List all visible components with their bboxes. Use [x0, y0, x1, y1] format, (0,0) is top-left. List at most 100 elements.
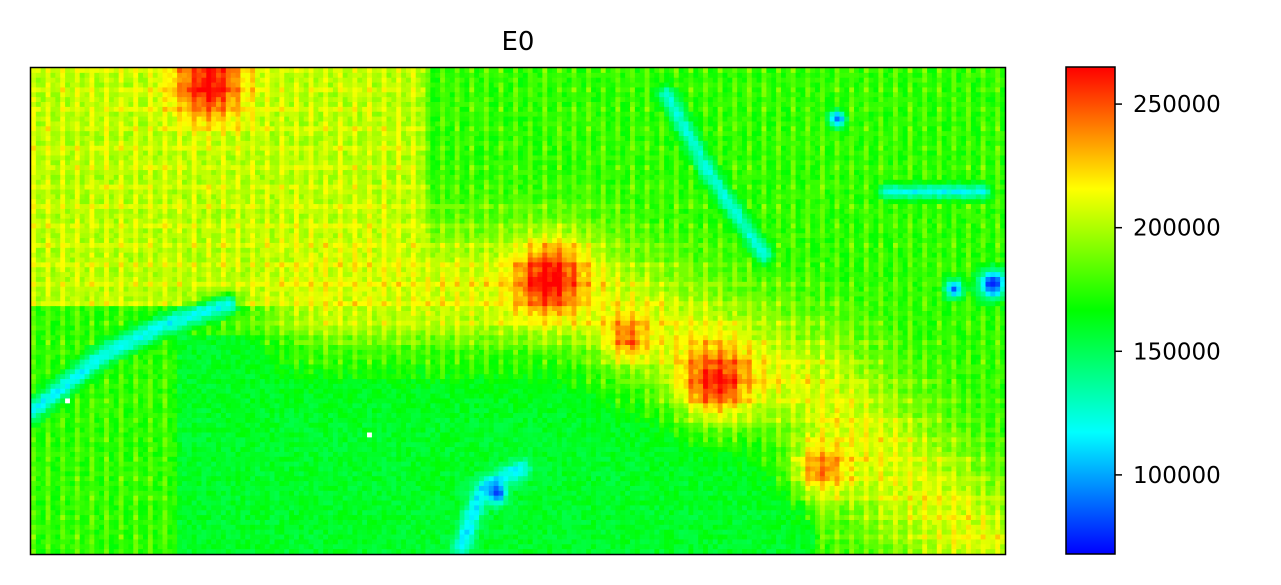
heatmap-cell [518, 170, 524, 176]
heatmap-cell [264, 184, 271, 191]
heatmap-cell [104, 131, 110, 137]
heatmap-cell [328, 92, 334, 98]
heatmap-cell [493, 145, 500, 152]
heatmap-cell [123, 106, 129, 113]
heatmap-cell [367, 111, 373, 118]
heatmap-cell [284, 126, 290, 132]
heatmap-cell [703, 92, 709, 98]
heatmap-cell [143, 160, 149, 166]
heatmap-cell [367, 165, 373, 171]
heatmap-cell [610, 77, 616, 84]
heatmap-cell [878, 111, 884, 118]
heatmap-cell [469, 97, 475, 103]
heatmap-cell [795, 136, 802, 142]
heatmap-cell [318, 184, 324, 191]
heatmap-cell [396, 155, 402, 161]
heatmap-cell [454, 87, 461, 93]
heatmap-cell [410, 92, 417, 98]
heatmap-cell [673, 160, 680, 166]
heatmap-cell [143, 68, 149, 74]
heatmap-cell [727, 72, 733, 79]
heatmap-cell [834, 121, 841, 127]
heatmap-cell [586, 68, 592, 74]
heatmap-cell [547, 97, 553, 103]
heatmap-cell [133, 92, 139, 98]
heatmap-cell [79, 184, 86, 191]
heatmap-cell [401, 165, 407, 171]
heatmap-cell [371, 97, 378, 103]
heatmap-cell [547, 131, 553, 137]
heatmap-cell [829, 106, 836, 113]
heatmap-cell [493, 116, 500, 123]
heatmap-cell [147, 179, 154, 186]
heatmap-cell [824, 68, 831, 74]
heatmap-cell [108, 126, 115, 132]
heatmap-cell [284, 179, 290, 186]
heatmap-cell [104, 126, 110, 132]
heatmap-cell [357, 111, 363, 118]
heatmap-cell [362, 72, 368, 79]
heatmap-cell [181, 77, 188, 84]
heatmap-cell [790, 155, 797, 161]
heatmap-cell [556, 140, 563, 147]
heatmap-cell [279, 126, 285, 132]
heatmap-cell [630, 97, 636, 103]
heatmap-cell [922, 87, 928, 93]
heatmap-cell [878, 155, 884, 161]
heatmap-cell [537, 140, 543, 147]
heatmap-cell [157, 82, 164, 89]
heatmap-cell [941, 92, 948, 98]
heatmap-cell [673, 92, 680, 98]
heatmap-cell [94, 136, 100, 142]
heatmap-cell [31, 121, 37, 127]
heatmap-cell [527, 165, 534, 171]
heatmap-cell [883, 97, 889, 103]
heatmap-cell [795, 155, 802, 161]
heatmap-cell [542, 179, 548, 186]
heatmap-cell [839, 174, 845, 181]
heatmap-cell [211, 77, 217, 84]
heatmap-cell [469, 126, 475, 132]
heatmap-cell [922, 140, 928, 147]
heatmap-cell [35, 179, 42, 186]
heatmap-cell [162, 145, 168, 152]
heatmap-cell [912, 165, 918, 171]
heatmap-cell [152, 87, 159, 93]
heatmap-cell [40, 179, 47, 186]
heatmap-cell [191, 106, 198, 113]
heatmap-cell [547, 150, 553, 157]
heatmap-cell [990, 165, 996, 171]
heatmap-cell [376, 111, 383, 118]
heatmap-cell [620, 102, 626, 108]
heatmap-cell [337, 160, 344, 166]
heatmap-cell [435, 72, 441, 79]
heatmap-cell [810, 155, 816, 161]
heatmap-cell [318, 136, 324, 142]
heatmap-cell [888, 160, 894, 166]
heatmap-cell [659, 77, 665, 84]
heatmap-cell [99, 165, 105, 171]
heatmap-cell [74, 68, 81, 74]
heatmap-cell [420, 155, 427, 161]
heatmap-cell [250, 184, 256, 191]
heatmap-cell [118, 131, 125, 137]
heatmap-cell [698, 170, 704, 176]
heatmap-cell [323, 170, 329, 176]
heatmap-cell [279, 111, 285, 118]
heatmap-cell [357, 102, 363, 108]
heatmap-cell [216, 77, 222, 84]
heatmap-cell [542, 150, 548, 157]
heatmap-cell [805, 111, 811, 118]
heatmap-cell [742, 155, 748, 161]
heatmap-cell [941, 136, 948, 142]
heatmap-cell [469, 184, 475, 191]
heatmap-cell [162, 184, 168, 191]
heatmap-cell [542, 72, 548, 79]
heatmap-cell [55, 131, 61, 137]
heatmap-cell [444, 82, 451, 89]
heatmap-cell [795, 106, 802, 113]
heatmap-cell [712, 160, 719, 166]
heatmap-cell [620, 92, 626, 98]
heatmap-cell [250, 121, 256, 127]
heatmap-cell [664, 92, 670, 98]
